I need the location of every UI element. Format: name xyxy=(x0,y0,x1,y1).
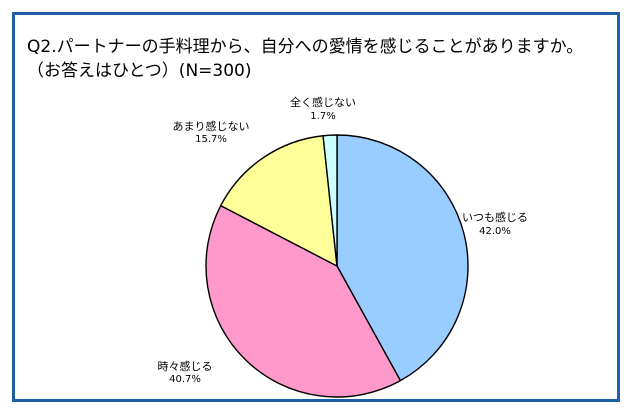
pie-slice-3 xyxy=(322,134,338,267)
pie-slice-2 xyxy=(220,135,338,267)
slice-label-name-3: 全く感じない xyxy=(290,96,356,109)
pie-slice-0 xyxy=(336,134,469,382)
slice-label-value-0: 42.0% xyxy=(479,226,511,237)
chart-title: Q2.パートナーの手料理から、自分への愛情を感じることがありますか。 xyxy=(27,37,584,57)
chart-subtitle: （お答えはひとつ）(N=300) xyxy=(27,61,252,81)
slice-label-name-0: いつも感じる xyxy=(462,211,528,224)
slice-label-value-3: 1.7% xyxy=(310,111,336,122)
slice-label-value-1: 40.7% xyxy=(169,374,201,385)
pie-chart xyxy=(205,134,469,398)
slice-label-name-2: あまり感じない xyxy=(172,120,250,133)
slice-label-name-1: 時々感じる xyxy=(157,360,213,373)
chart-frame: Q2.パートナーの手料理から、自分への愛情を感じることがありますか。 （お答えは… xyxy=(12,12,620,402)
pie-slice-1 xyxy=(205,204,402,398)
slice-label-value-2: 15.7% xyxy=(195,134,227,145)
